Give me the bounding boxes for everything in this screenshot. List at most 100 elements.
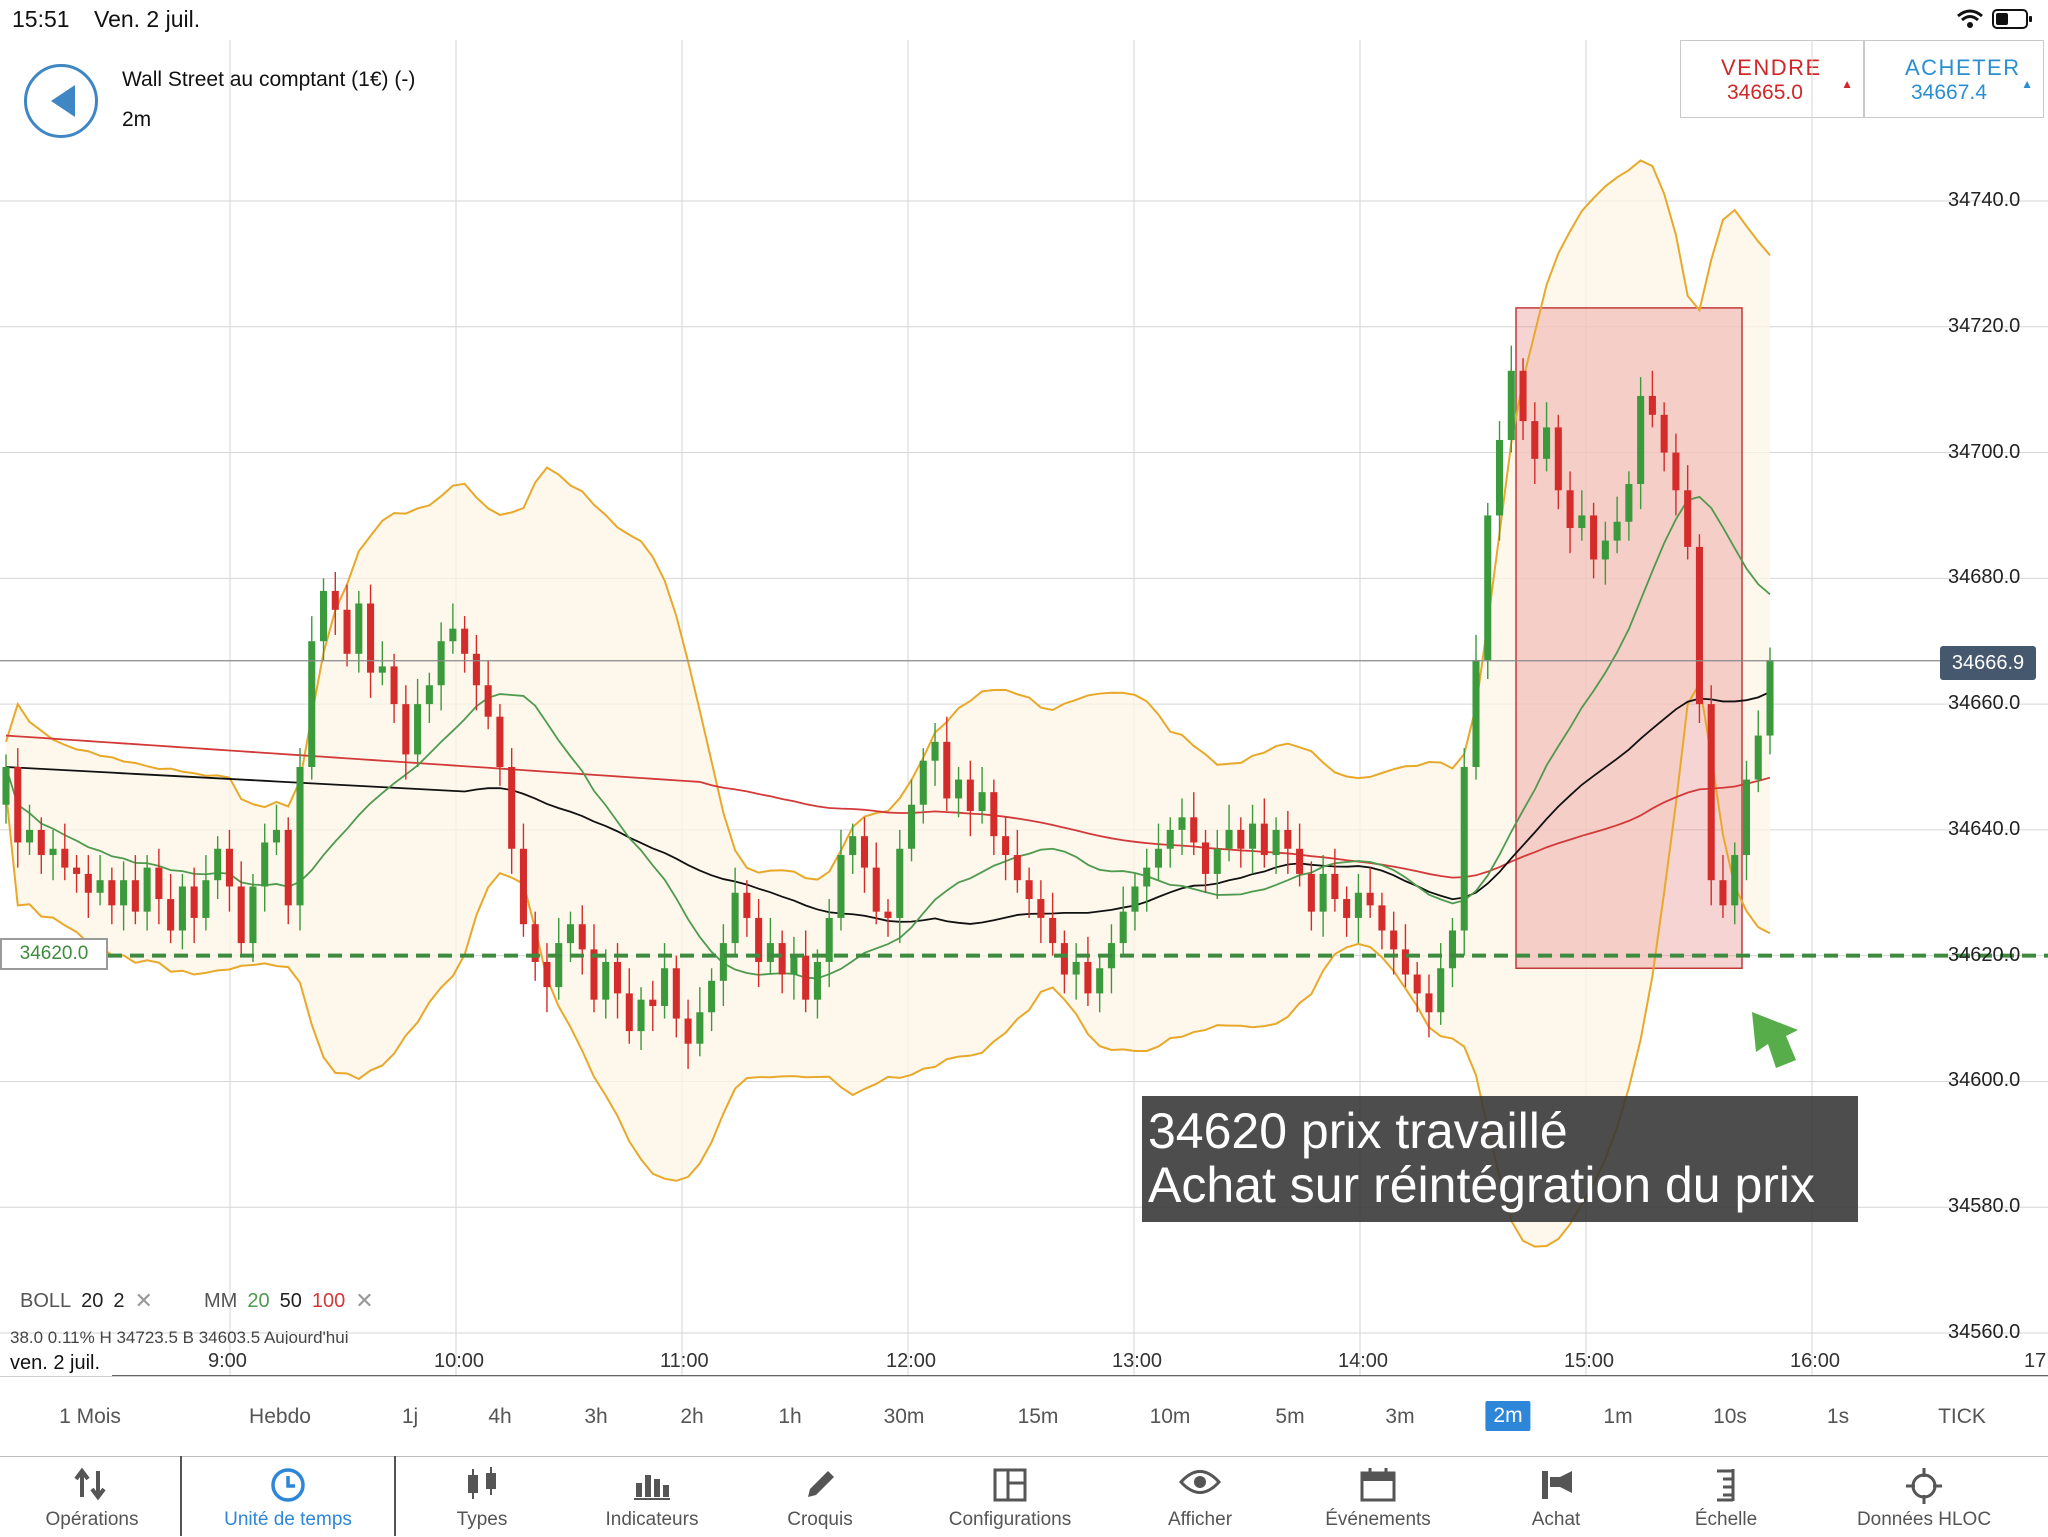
toolbar-label: Événements (1325, 1509, 1431, 1530)
timeframe-30m[interactable]: 30m (883, 1405, 925, 1428)
price-chart[interactable] (0, 40, 2048, 1376)
candle-body (860, 836, 869, 868)
candle-body (1013, 855, 1021, 881)
candle-body (884, 911, 892, 918)
candle-body (449, 628, 457, 642)
boll-legend[interactable]: BOLL 20 2 ✕ (20, 1288, 153, 1314)
x-tick-label: 17:0 (2024, 1350, 2048, 1372)
toolbar-clock-button[interactable]: Unité de temps (203, 1457, 373, 1537)
timeframe-2m[interactable]: 2m (1485, 1401, 1531, 1431)
clock-icon (270, 1467, 306, 1502)
timeframe-hebdo[interactable]: Hebdo (249, 1405, 311, 1428)
toolbar-buy-flag-button[interactable]: Achat (1471, 1457, 1641, 1537)
mm-legend[interactable]: MM 20 50 100 ✕ (204, 1288, 374, 1314)
up-triangle-icon: ▲ (2021, 77, 2033, 91)
candle-body (1084, 961, 1092, 994)
candle-body (508, 767, 516, 849)
timeframe-15m[interactable]: 15m (1017, 1405, 1059, 1428)
back-button[interactable] (24, 64, 98, 138)
level-tag[interactable]: 34620.0 (0, 938, 108, 970)
candle-body (637, 999, 645, 1032)
candle-body (331, 590, 339, 610)
candle-body (1049, 917, 1057, 944)
eye-icon (1178, 1467, 1222, 1501)
toolbar-crosshair-button[interactable]: Données HLOC (1839, 1457, 2009, 1537)
timeframe-1h[interactable]: 1h (778, 1405, 802, 1428)
timeframe-tick[interactable]: TICK (1938, 1405, 1986, 1428)
candle-body (355, 603, 363, 654)
candle-body (519, 848, 527, 925)
candle-body (1178, 817, 1186, 830)
timeframe-5m[interactable]: 5m (1275, 1405, 1305, 1428)
divider (394, 1456, 396, 1536)
boll-period: 20 (81, 1289, 104, 1312)
buy-button[interactable]: ACHETER 34667.4 ▲ (1864, 40, 2044, 118)
buy-flag-icon (1536, 1467, 1576, 1501)
candles-icon (462, 1467, 502, 1501)
timeframe-1m[interactable]: 1m (1603, 1405, 1633, 1428)
candle-body (1660, 414, 1668, 453)
current-price-tag: 34666.9 (1940, 646, 2036, 680)
x-tick-label: 12:00 (886, 1350, 937, 1372)
candle-body (414, 704, 422, 755)
candle-body (1425, 993, 1433, 1013)
status-bar: 15:51 Ven. 2 juil. (0, 0, 2048, 40)
candle-body (1201, 842, 1210, 874)
candle-body (661, 968, 669, 1006)
candle-body (1413, 974, 1421, 994)
toolbar-eye-button[interactable]: Afficher (1115, 1457, 1285, 1537)
timeframe-2h[interactable]: 2h (680, 1405, 704, 1428)
x-tick-label: 10:00 (434, 1350, 485, 1372)
candle-body (1296, 848, 1304, 874)
candle-body (566, 924, 575, 944)
toolbar-bar-chart-button[interactable]: Indicateurs (567, 1457, 737, 1537)
candle-body (1448, 930, 1457, 969)
timeframe-3h[interactable]: 3h (584, 1405, 608, 1428)
candle-body (296, 767, 304, 906)
candle-body (1684, 490, 1692, 547)
toolbar-label: Afficher (1167, 1509, 1233, 1530)
timeframe-10s[interactable]: 10s (1713, 1405, 1747, 1428)
sell-button[interactable]: VENDRE 34665.0 ▲ (1680, 40, 1864, 118)
candle-body (343, 609, 351, 654)
candle-body (719, 943, 727, 981)
timeframe-3m[interactable]: 3m (1385, 1405, 1415, 1428)
candle-body (743, 892, 751, 918)
candle-body (272, 829, 281, 843)
candle-body (825, 917, 833, 962)
toolbar-up-down-arrows-button[interactable]: Opérations (7, 1457, 177, 1537)
candle-body (555, 943, 563, 988)
instrument-timeframe: 2m (122, 108, 152, 131)
candle-body (1331, 873, 1339, 900)
y-tick-label: 34740.0 (1948, 189, 2021, 211)
toolbar-scale-button[interactable]: Échelle (1641, 1457, 1811, 1537)
candle-body (1343, 899, 1351, 918)
candle-body (155, 867, 163, 900)
toolbar-candles-button[interactable]: Types (397, 1457, 567, 1537)
toolbar-pencil-button[interactable]: Croquis (735, 1457, 905, 1537)
candle-body (472, 653, 480, 686)
timeframe-1s[interactable]: 1s (1826, 1405, 1850, 1428)
candle-body (1037, 899, 1045, 918)
candle-body (590, 949, 598, 1000)
timeframe-4h[interactable]: 4h (488, 1405, 512, 1428)
candle-body (578, 924, 586, 950)
y-tick-label: 34560.0 (1948, 1321, 2021, 1343)
annotation-box[interactable]: 34620 prix travaillé Achat sur réintégra… (1142, 1096, 1858, 1222)
candle-body (437, 641, 445, 686)
timeframe-1j[interactable]: 1j (401, 1405, 419, 1428)
toolbar-calendar-button[interactable]: Événements (1293, 1457, 1463, 1537)
candle-body (190, 886, 198, 918)
candle-body (1025, 880, 1033, 900)
close-icon[interactable]: ✕ (134, 1288, 153, 1313)
candle-body (1601, 540, 1609, 560)
status-date: Ven. 2 juil. (94, 6, 201, 32)
buy-label: ACHETER (1905, 55, 2021, 80)
x-tick-label: 9:00 (208, 1350, 247, 1372)
toolbar-layout-button[interactable]: Configurations (925, 1457, 1095, 1537)
timeframe-1-mois[interactable]: 1 Mois (59, 1405, 121, 1428)
candle-body (1225, 829, 1233, 849)
candle-body (778, 943, 786, 975)
timeframe-10m[interactable]: 10m (1149, 1405, 1191, 1428)
close-icon[interactable]: ✕ (355, 1288, 374, 1313)
